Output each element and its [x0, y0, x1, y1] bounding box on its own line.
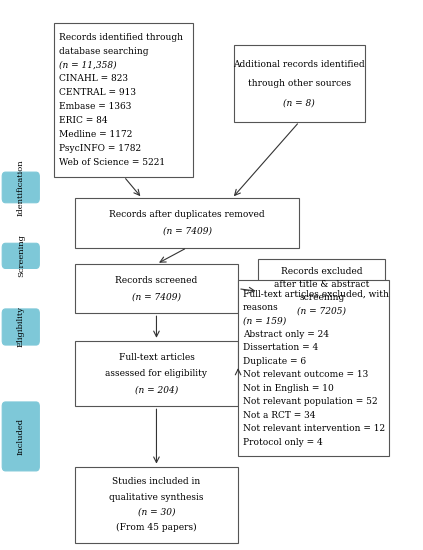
Text: Not relevant intervention = 12: Not relevant intervention = 12: [243, 424, 385, 433]
Text: database searching: database searching: [59, 47, 149, 56]
Text: Not a RCT = 34: Not a RCT = 34: [243, 411, 316, 420]
Text: assessed for eligibility: assessed for eligibility: [105, 369, 207, 378]
Text: screening: screening: [299, 294, 344, 302]
Text: (n = 11,358): (n = 11,358): [59, 60, 117, 69]
Text: ERIC = 84: ERIC = 84: [59, 116, 108, 125]
FancyBboxPatch shape: [2, 309, 39, 345]
Text: (n = 8): (n = 8): [283, 98, 315, 107]
Text: (n = 7409): (n = 7409): [132, 293, 181, 301]
Text: (n = 204): (n = 204): [135, 386, 178, 394]
FancyBboxPatch shape: [55, 23, 193, 177]
Text: Not in English = 10: Not in English = 10: [243, 384, 334, 393]
Text: (n = 7205): (n = 7205): [297, 306, 346, 316]
FancyBboxPatch shape: [2, 402, 39, 471]
FancyBboxPatch shape: [2, 243, 39, 268]
Text: Records identified through: Records identified through: [59, 32, 183, 42]
Text: qualitative synthesis: qualitative synthesis: [109, 493, 204, 502]
Text: after title & abstract: after title & abstract: [274, 280, 369, 289]
FancyBboxPatch shape: [2, 172, 39, 203]
Text: Additional records identified: Additional records identified: [233, 60, 365, 69]
Text: Records after duplicates removed: Records after duplicates removed: [109, 210, 265, 219]
FancyBboxPatch shape: [75, 466, 238, 543]
Text: through other sources: through other sources: [248, 79, 351, 88]
FancyBboxPatch shape: [234, 45, 365, 122]
Text: Abstract only = 24: Abstract only = 24: [243, 330, 329, 339]
Text: (n = 159): (n = 159): [243, 316, 286, 326]
Text: Duplicate = 6: Duplicate = 6: [243, 357, 306, 366]
Text: Protocol only = 4: Protocol only = 4: [243, 438, 323, 447]
Text: Included: Included: [17, 418, 25, 455]
Text: Web of Science = 5221: Web of Science = 5221: [59, 158, 165, 167]
Text: (n = 7409): (n = 7409): [162, 227, 212, 236]
Text: Not relevant population = 52: Not relevant population = 52: [243, 397, 378, 406]
Text: Records screened: Records screened: [115, 276, 198, 285]
Text: reasons: reasons: [243, 303, 279, 312]
Text: (From 45 papers): (From 45 papers): [116, 523, 197, 532]
Text: Not relevant outcome = 13: Not relevant outcome = 13: [243, 370, 368, 380]
Text: CENTRAL = 913: CENTRAL = 913: [59, 89, 136, 97]
Text: CINAHL = 823: CINAHL = 823: [59, 74, 128, 84]
FancyBboxPatch shape: [258, 258, 385, 324]
Text: Screening: Screening: [17, 234, 25, 277]
FancyBboxPatch shape: [75, 340, 238, 406]
FancyBboxPatch shape: [238, 280, 389, 455]
Text: Medline = 1172: Medline = 1172: [59, 130, 133, 139]
FancyBboxPatch shape: [75, 199, 299, 248]
Text: Identification: Identification: [17, 159, 25, 216]
Text: Dissertation = 4: Dissertation = 4: [243, 343, 318, 353]
Text: PsycINFO = 1782: PsycINFO = 1782: [59, 144, 141, 153]
Text: Eligibility: Eligibility: [17, 306, 25, 348]
FancyBboxPatch shape: [75, 264, 238, 314]
Text: Records excluded: Records excluded: [281, 267, 363, 276]
Text: Full-text articles excluded, with: Full-text articles excluded, with: [243, 289, 389, 299]
Text: Studies included in: Studies included in: [113, 477, 201, 486]
Text: Embase = 1363: Embase = 1363: [59, 102, 132, 111]
Text: Full-text articles: Full-text articles: [118, 353, 195, 361]
Text: (n = 30): (n = 30): [138, 508, 175, 517]
